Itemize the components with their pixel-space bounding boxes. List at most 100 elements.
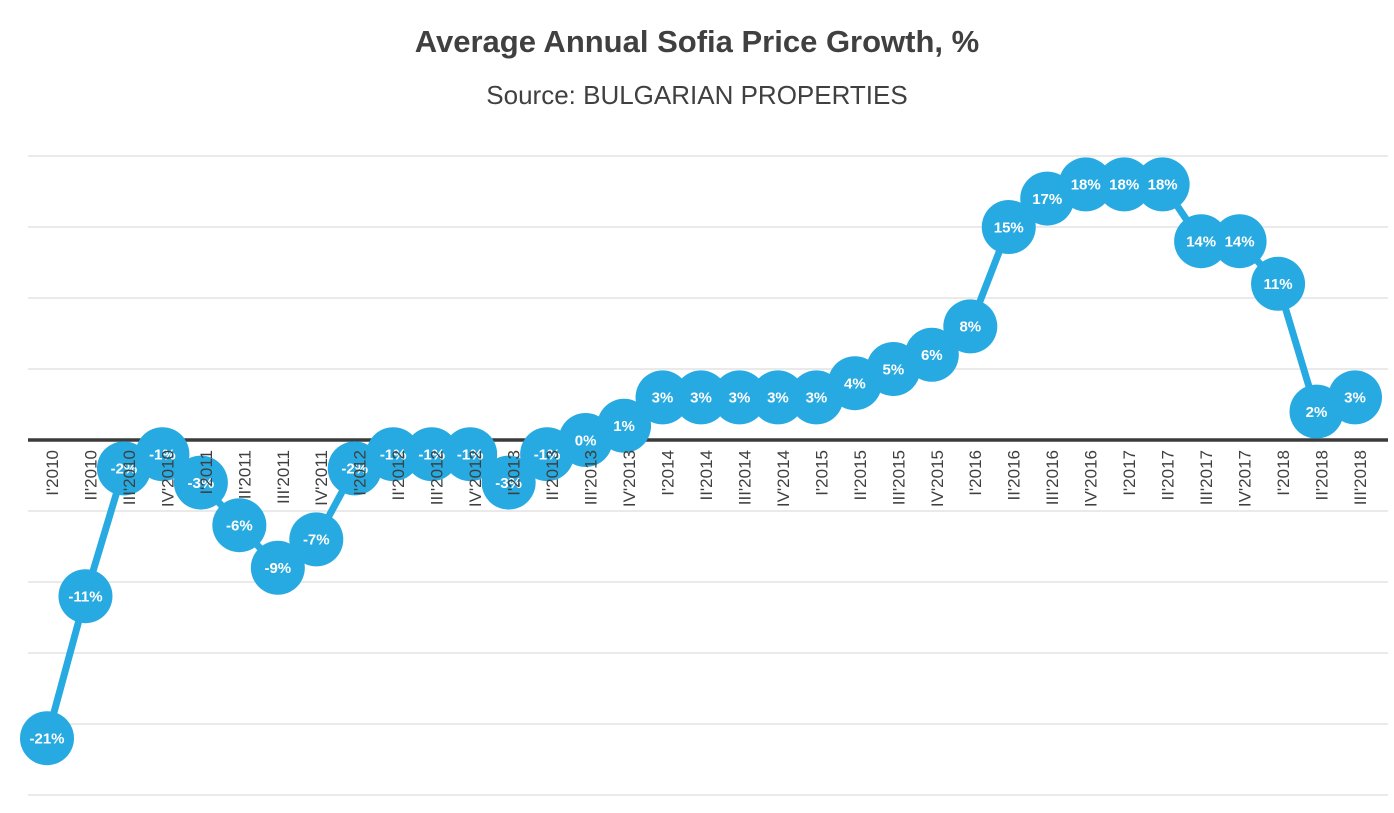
data-point-marker <box>58 569 113 624</box>
data-point-label: 8% <box>959 319 981 336</box>
x-tick-label: II'2018 <box>1312 450 1331 501</box>
data-point-label: -1% <box>149 446 176 463</box>
x-tick-label: I'2016 <box>966 450 985 496</box>
data-point-marker <box>481 455 536 510</box>
data-point-label: 3% <box>1344 390 1366 407</box>
data-point-label: -7% <box>303 532 330 549</box>
x-tick-label: IV'2017 <box>1236 450 1255 507</box>
x-tick-label: II'2017 <box>1159 450 1178 501</box>
data-point-label: 6% <box>921 347 943 364</box>
data-point-marker <box>173 455 228 510</box>
data-point-marker <box>943 299 998 354</box>
data-point-label: -2% <box>341 461 368 478</box>
data-point-marker <box>366 427 421 482</box>
data-point-marker <box>1328 370 1382 425</box>
x-tick-label: III'2012 <box>428 450 447 505</box>
data-point-label: 14% <box>1186 233 1216 250</box>
data-point-marker <box>289 512 344 567</box>
data-point-label: 1% <box>613 418 635 435</box>
data-point-label: 0% <box>575 432 597 449</box>
x-tick-label: I'2012 <box>351 450 370 496</box>
x-tick-label: III'2016 <box>1043 450 1062 505</box>
data-point-label: 11% <box>1263 276 1292 293</box>
x-tick-label: I'2011 <box>197 450 216 495</box>
x-tick-label: I'2014 <box>658 450 677 496</box>
x-tick-label: II'2016 <box>1005 450 1024 501</box>
x-tick-label: I'2015 <box>812 450 831 496</box>
data-point-marker <box>135 427 190 482</box>
data-point-label: 18% <box>1148 177 1178 194</box>
data-point-label: -11% <box>68 588 102 605</box>
x-tick-label: I'2017 <box>1120 450 1139 496</box>
data-point-label: 14% <box>1225 233 1255 250</box>
x-tick-label: I'2018 <box>1274 450 1293 496</box>
data-point-label: -2% <box>111 461 138 478</box>
x-tick-label: IV'2014 <box>774 450 793 507</box>
data-point-label: 18% <box>1071 177 1101 194</box>
data-point-label: 2% <box>1306 404 1328 421</box>
data-point-marker <box>212 498 267 553</box>
x-tick-label: IV'2012 <box>466 450 485 507</box>
data-point-marker <box>1251 256 1306 311</box>
x-tick-label: IV'2016 <box>1082 450 1101 507</box>
x-tick-label: I'2013 <box>505 450 524 496</box>
data-point-label: 15% <box>994 219 1024 236</box>
x-tick-label: IV'2011 <box>312 450 331 506</box>
x-tick-label: II'2015 <box>851 450 870 501</box>
data-point-label: 3% <box>690 390 712 407</box>
data-point-marker <box>1174 214 1229 269</box>
chart-title: Average Annual Sofia Price Growth, % <box>415 24 979 59</box>
data-point-label: -1% <box>457 446 484 463</box>
data-point-label: -1% <box>418 446 445 463</box>
data-point-marker <box>1058 157 1113 212</box>
data-point-marker <box>750 370 805 425</box>
x-tick-label: III'2017 <box>1197 450 1216 505</box>
data-point-marker <box>674 370 728 425</box>
data-point-label: 3% <box>806 390 828 407</box>
x-tick-label: IV'2010 <box>158 450 177 507</box>
x-tick-label: III'2010 <box>120 450 139 505</box>
data-point-marker <box>712 370 767 425</box>
data-point-label: -3% <box>188 475 215 492</box>
data-point-label: 5% <box>883 361 905 378</box>
data-point-marker <box>1135 157 1190 212</box>
data-point-label: -6% <box>226 517 253 534</box>
x-tick-label: III'2013 <box>582 450 601 505</box>
data-point-label: -9% <box>264 560 291 577</box>
x-tick-label: II'2010 <box>81 450 100 501</box>
x-tick-label: I'2010 <box>43 450 62 496</box>
x-tick-label: IV'2015 <box>928 450 947 507</box>
x-tick-label: II'2014 <box>697 450 716 501</box>
data-point-marker <box>981 200 1036 254</box>
data-point-marker <box>1212 214 1267 269</box>
x-tick-label: III'2014 <box>735 450 754 505</box>
data-point-marker <box>904 327 959 382</box>
data-point-label: 18% <box>1109 177 1139 194</box>
data-point-marker <box>404 427 459 482</box>
x-tick-label: IV'2013 <box>620 450 639 507</box>
chart-subtitle: Source: BULGARIAN PROPERTIES <box>486 80 907 110</box>
data-point-label: -1% <box>380 446 407 463</box>
data-point-label: 3% <box>729 390 751 407</box>
x-tick-label: III'2011 <box>274 450 293 504</box>
data-point-label: 17% <box>1032 191 1062 208</box>
data-point-label: 3% <box>652 390 674 407</box>
data-point-marker <box>250 540 305 595</box>
data-point-label: -3% <box>495 475 522 492</box>
data-point-label: -1% <box>534 446 561 463</box>
x-tick-label: III'2015 <box>889 450 908 505</box>
data-point-markers-layer <box>20 157 1382 766</box>
x-tick-label: II'2011 <box>235 450 254 499</box>
data-point-marker <box>635 370 690 425</box>
x-tick-label: II'2013 <box>543 450 562 501</box>
x-tick-label: II'2012 <box>389 450 408 501</box>
data-point-marker <box>597 398 652 453</box>
data-point-label: 3% <box>767 390 789 407</box>
data-point-label: -21% <box>29 730 64 747</box>
data-point-label: 4% <box>844 375 866 392</box>
x-tick-label: III'2018 <box>1351 450 1370 505</box>
data-point-marker <box>20 711 74 766</box>
data-point-marker <box>443 427 498 482</box>
